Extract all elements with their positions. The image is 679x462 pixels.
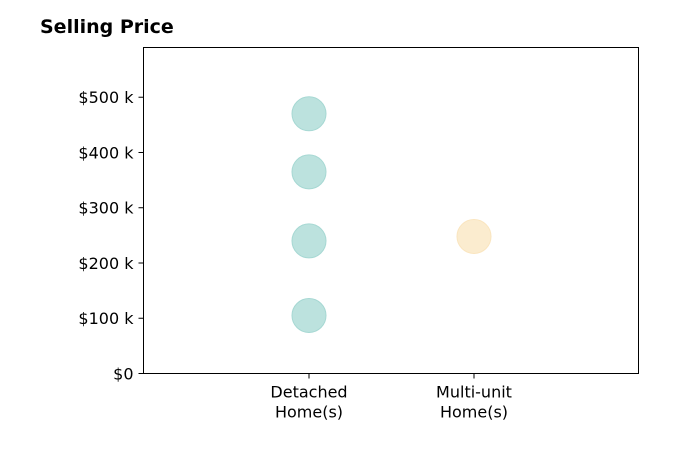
data-point [291,297,327,333]
chart-title: Selling Price [40,16,174,38]
y-tick-label: $300 k [78,199,134,218]
y-axis: $0 $100 k $200 k $300 k $400 k $500 k [78,88,144,384]
x-tick-label: Multi-unit Home(s) [436,383,512,422]
x-tick-label: Detached Home(s) [270,383,347,422]
y-tick-label: $400 k [78,143,134,162]
data-points [291,96,492,333]
y-tick-label: $100 k [78,309,134,328]
y-tick-label: $0 [113,365,133,384]
y-tick-label: $200 k [78,254,134,273]
y-tick-label: $500 k [78,88,134,107]
plot-area-frame [143,47,639,374]
data-point [291,154,327,190]
data-point [291,223,327,259]
data-point [291,96,327,132]
x-axis: Detached Home(s) Multi-unit Home(s) [270,373,512,422]
data-point [456,218,492,254]
